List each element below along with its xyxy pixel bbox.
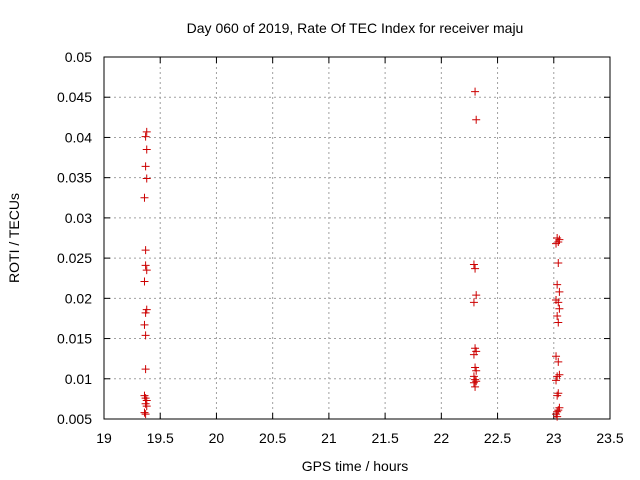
data-point: [140, 320, 149, 329]
x-axis-tick-labels: 19 19.5 20 20.5 21 21.5 22 22.5 23 23.5: [96, 430, 624, 446]
data-point: [471, 264, 480, 273]
y-tick-label: 0.05: [65, 49, 92, 65]
y-tick-label: 0.045: [57, 89, 92, 105]
data-point: [554, 258, 563, 267]
data-point: [469, 378, 478, 387]
y-tick-label: 0.035: [57, 170, 92, 186]
y-tick-label: 0.03: [65, 210, 92, 226]
x-tick-label: 22.5: [484, 430, 511, 446]
data-point: [554, 406, 563, 415]
x-tick-label: 20: [209, 430, 225, 446]
data-point: [142, 145, 151, 154]
data-point: [471, 375, 480, 384]
data-point: [552, 376, 561, 385]
data-point: [472, 291, 481, 300]
data-point: [469, 260, 478, 269]
y-tick-label: 0.025: [57, 250, 92, 266]
data-point: [553, 234, 562, 242]
data-point: [469, 350, 478, 359]
data-point: [141, 308, 150, 317]
data-point: [469, 298, 478, 307]
plot-frame: [103, 56, 611, 420]
data-point: [553, 391, 562, 400]
data-point: [142, 127, 151, 136]
data-point: [142, 174, 151, 183]
x-tick-label: 23: [546, 430, 562, 446]
data-point: [554, 318, 563, 327]
data-point: [140, 193, 149, 202]
data-point: [472, 377, 481, 386]
data-points: [140, 87, 564, 421]
y-tick-label: 0.04: [65, 129, 92, 145]
x-tick-label: 21: [321, 430, 337, 446]
data-point: [141, 132, 150, 141]
data-point: [554, 357, 563, 366]
data-point: [141, 261, 150, 270]
data-point: [553, 280, 562, 289]
data-point: [472, 366, 481, 375]
x-tick-label: 20.5: [259, 430, 286, 446]
x-tick-label: 21.5: [371, 430, 398, 446]
data-point: [553, 412, 562, 421]
data-point: [552, 239, 561, 248]
data-point: [471, 382, 480, 391]
data-point: [142, 266, 151, 275]
y-axis-label: ROTI / TECUs: [6, 193, 22, 283]
grid: [104, 57, 610, 419]
data-point: [141, 246, 150, 255]
data-point: [471, 87, 480, 96]
y-tick-label: 0.005: [57, 411, 92, 427]
data-point: [142, 305, 151, 314]
data-point: [555, 287, 564, 296]
data-point: [141, 162, 150, 171]
data-point: [142, 402, 151, 411]
chart-title: Day 060 of 2019, Rate Of TEC Index for r…: [187, 20, 524, 36]
data-point: [552, 352, 561, 361]
y-tick-label: 0.015: [57, 331, 92, 347]
data-point: [554, 298, 563, 307]
data-point: [471, 344, 480, 353]
data-point: [140, 408, 149, 417]
x-tick-label: 19.5: [147, 430, 174, 446]
data-point: [553, 312, 562, 321]
x-tick-label: 22: [434, 430, 450, 446]
data-point: [553, 372, 562, 381]
data-point: [141, 365, 150, 374]
x-axis-label: GPS time / hours: [302, 458, 409, 474]
y-axis-tick-labels: 0.005 0.01 0.015 0.02 0.025 0.03 0.035 0.04 0.04…: [57, 49, 92, 427]
axis-ticks: [103, 56, 611, 420]
data-point: [555, 370, 564, 379]
data-point: [471, 363, 480, 372]
data-point: [140, 277, 149, 286]
data-point: [555, 304, 564, 313]
data-point: [141, 410, 150, 419]
y-tick-label: 0.02: [65, 290, 92, 306]
data-point: [141, 331, 150, 340]
data-point: [472, 115, 481, 124]
x-tick-label: 19: [96, 430, 112, 446]
y-tick-label: 0.01: [65, 371, 92, 387]
x-tick-label: 23.5: [596, 430, 623, 446]
